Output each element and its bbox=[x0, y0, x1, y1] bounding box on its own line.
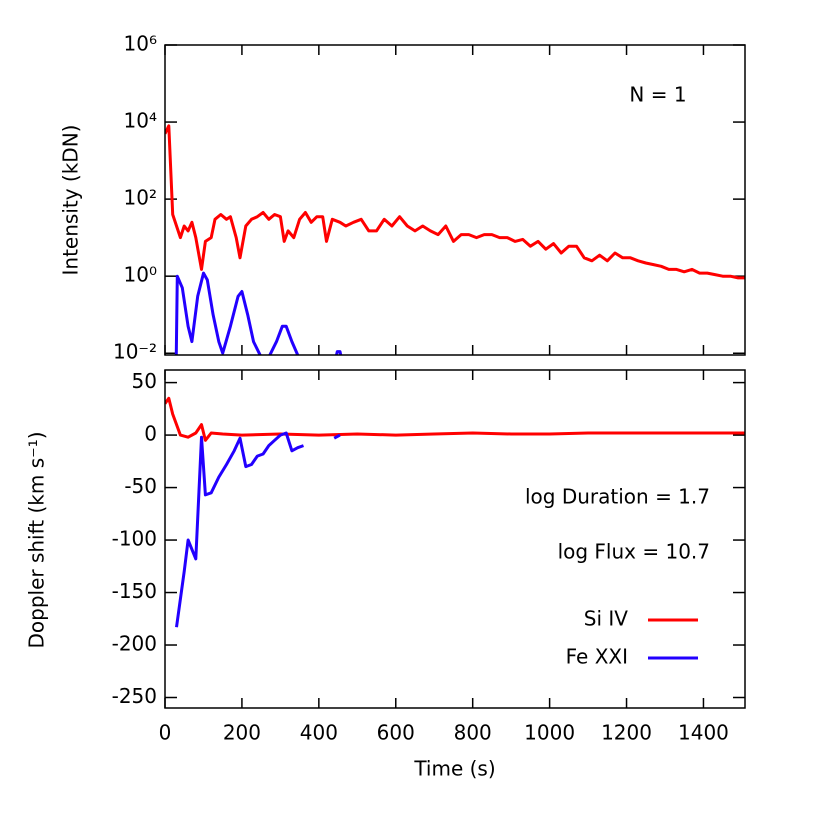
plot-frame bbox=[164, 44, 746, 356]
y-tick-label: 0 bbox=[144, 422, 157, 446]
x-axis-label: Time (s) bbox=[413, 757, 495, 781]
y-tick-label: -100 bbox=[112, 527, 157, 551]
y-axis-label: Intensity (kDN) bbox=[59, 125, 83, 276]
annotation: N = 1 bbox=[629, 83, 686, 107]
y-tick-label: -250 bbox=[112, 684, 157, 708]
y-tick-label: -200 bbox=[112, 632, 157, 656]
y-tick-label: 10⁰ bbox=[124, 263, 157, 287]
legend-label: Fe XXI bbox=[566, 645, 628, 669]
y-tick-label: 10² bbox=[124, 186, 157, 210]
plot-frame bbox=[164, 369, 746, 709]
y-tick-label: 50 bbox=[132, 369, 157, 393]
x-tick-label: 400 bbox=[300, 721, 338, 745]
x-tick-label: 1200 bbox=[601, 721, 652, 745]
x-tick-label: 1000 bbox=[524, 721, 575, 745]
annotation: log Flux = 10.7 bbox=[558, 540, 710, 564]
y-tick-label: 10⁶ bbox=[124, 32, 157, 56]
x-tick-label: 0 bbox=[159, 721, 172, 745]
x-tick-label: 1400 bbox=[678, 721, 729, 745]
series-line bbox=[165, 124, 745, 280]
x-tick-label: 600 bbox=[377, 721, 415, 745]
y-tick-label: 10⁻² bbox=[113, 340, 157, 364]
series-line bbox=[174, 271, 343, 355]
series-line bbox=[165, 396, 745, 442]
annotation: log Duration = 1.7 bbox=[525, 485, 710, 509]
x-tick-label: 800 bbox=[454, 721, 492, 745]
y-tick-label: -50 bbox=[124, 474, 157, 498]
y-tick-label: 10⁴ bbox=[124, 109, 157, 133]
x-tick-label: 200 bbox=[223, 721, 261, 745]
series-line bbox=[175, 431, 341, 628]
legend-label: Si IV bbox=[584, 607, 629, 631]
y-tick-label: -150 bbox=[112, 579, 157, 603]
y-axis-label: Doppler shift (km s⁻¹) bbox=[25, 431, 49, 648]
